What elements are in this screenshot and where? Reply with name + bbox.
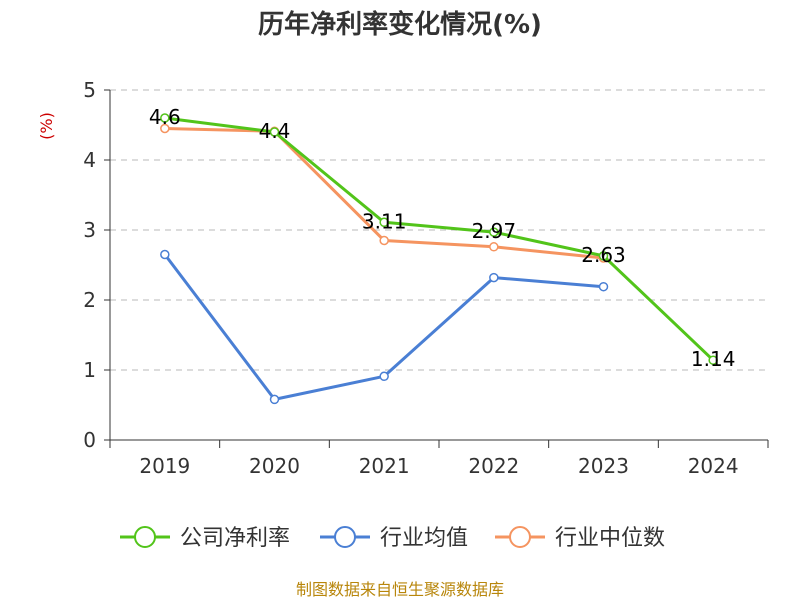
data-point [269,394,280,405]
data-label: 2.97 [472,219,517,243]
legend-label: 行业均值 [380,526,468,551]
y-tick-label: 0 [83,428,96,452]
x-tick-label: 2020 [249,454,300,478]
data-point [160,249,170,260]
axes: 0 1 2 3 4 5 2019 2020 2021 2022 2023 2024 [83,78,769,478]
data-point [379,371,389,382]
chart-title: 历年净利率变化情况(%) [258,9,542,40]
source-note: 制图数据来自恒生聚源数据库 [296,580,504,599]
data-point [379,235,389,246]
data-point [160,113,170,123]
legend-item: 行业均值 [320,526,468,551]
data-point [708,355,718,365]
x-tick-label: 2019 [139,454,190,478]
data-label: 1.14 [691,347,736,371]
y-axis-label: (%) [37,112,56,140]
data-point [489,242,499,252]
data-label: 3.11 [362,209,407,233]
data-point [489,272,499,283]
data-point [379,217,389,228]
data-point [489,227,499,237]
data-label: 2.63 [581,243,626,267]
y-tick-label: 2 [83,288,96,312]
series-group [160,113,718,405]
legend-marker [509,526,531,548]
legend-item: 行业中位数 [495,526,665,551]
x-tick-label: 2024 [688,454,739,478]
legend-label: 公司净利率 [180,526,290,551]
legend: 公司净利率 行业均值 行业中位数 [120,526,665,551]
data-point [598,281,609,292]
legend-marker [134,526,156,548]
y-tick-label: 4 [83,148,96,172]
y-tick-label: 3 [83,218,96,242]
y-tick-label: 1 [83,358,96,382]
legend-item: 公司净利率 [120,526,290,551]
y-tick-label: 5 [83,78,96,102]
legend-label: 行业中位数 [555,526,665,551]
data-point [269,127,280,137]
x-tick-label: 2021 [359,454,410,478]
x-tick-label: 2023 [578,454,629,478]
data-label: 4.4 [259,119,291,143]
x-tick-label: 2022 [468,454,519,478]
data-label: 4.6 [149,105,181,129]
legend-marker [334,526,356,548]
data-labels: 4.6 4.4 3.11 2.97 2.63 1.14 [149,105,736,371]
data-point [160,123,170,134]
data-point [598,251,609,261]
series-line-0 [164,116,715,362]
